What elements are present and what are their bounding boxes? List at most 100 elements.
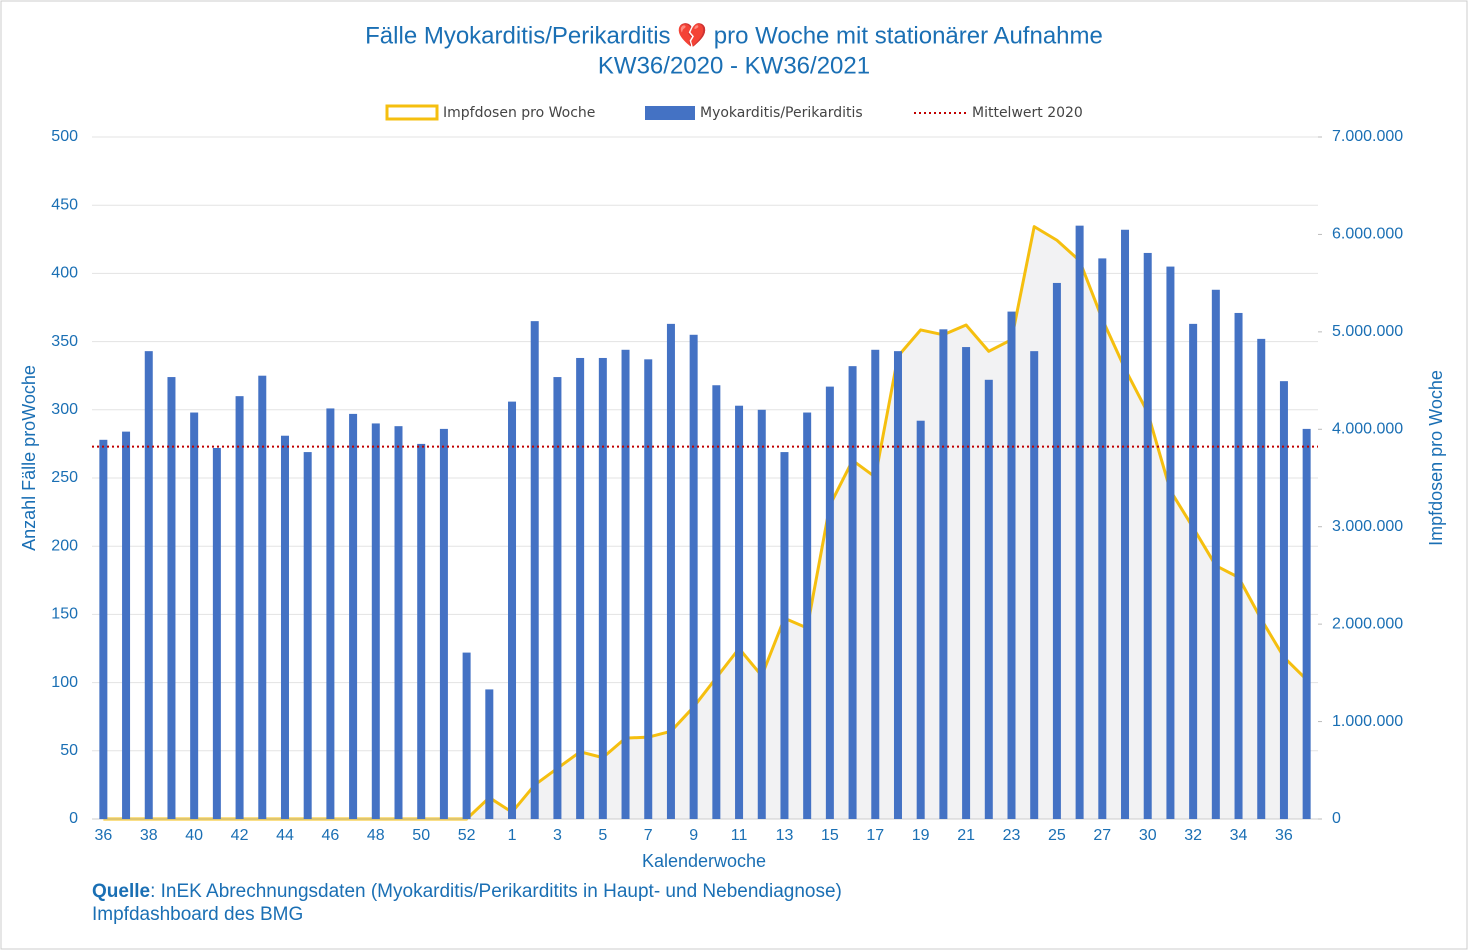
x-tick-label: 15	[821, 827, 839, 844]
legend-label: Impfdosen pro Woche	[443, 105, 595, 121]
bar	[803, 412, 812, 819]
bar	[280, 435, 289, 819]
bar	[848, 366, 857, 819]
bar	[1279, 381, 1288, 819]
y2-axis-label: Impfdosen pro Woche	[1426, 370, 1446, 546]
bar	[1007, 311, 1016, 819]
bar	[1030, 351, 1039, 819]
bar	[712, 385, 721, 819]
bar	[144, 351, 153, 819]
y-axis-label: Anzahl Fälle proWoche	[19, 365, 39, 551]
y-tick-label: 300	[51, 401, 78, 418]
bar	[871, 349, 880, 819]
bar	[303, 452, 312, 819]
bar	[1302, 428, 1311, 819]
bar	[258, 375, 267, 819]
source-label: Quelle	[92, 881, 150, 902]
bar	[757, 409, 766, 819]
y-tick-label: 250	[51, 469, 78, 486]
bar	[167, 377, 176, 819]
y-tick-label: 50	[60, 742, 78, 759]
bar	[962, 347, 971, 819]
x-tick-label: 5	[598, 827, 607, 844]
bar	[644, 359, 653, 819]
bar	[371, 423, 380, 819]
bar	[1166, 266, 1175, 820]
x-tick-label: 46	[321, 827, 339, 844]
bar	[462, 652, 471, 819]
bar	[99, 439, 108, 819]
bar	[1052, 282, 1061, 819]
y-tick-label: 200	[51, 537, 78, 554]
bar	[326, 408, 335, 819]
bar	[349, 413, 358, 819]
bar	[553, 377, 562, 819]
x-tick-label: 42	[231, 827, 249, 844]
y2-tick-label: 0	[1332, 810, 1341, 827]
y2-tick-label: 2.000.000	[1332, 615, 1403, 632]
x-tick-label: 11	[731, 827, 748, 844]
bar	[485, 689, 494, 819]
y-tick-label: 150	[51, 606, 78, 623]
x-tick-label: 32	[1184, 827, 1202, 844]
legend-swatch	[645, 106, 695, 120]
y-tick-label: 350	[51, 333, 78, 350]
x-tick-label: 27	[1093, 827, 1111, 844]
y2-tick-label: 4.000.000	[1332, 421, 1403, 438]
chart-subtitle: KW36/2020 - KW36/2021	[598, 52, 870, 79]
x-axis-label: Kalenderwoche	[642, 851, 766, 871]
legend-swatch	[385, 104, 439, 121]
legend-label: Myokarditis/Perikarditis	[700, 105, 863, 121]
x-tick-label: 21	[957, 827, 975, 844]
y-tick-label: 450	[51, 196, 78, 213]
x-tick-label: 36	[94, 827, 112, 844]
y2-tick-label: 7.000.000	[1332, 128, 1403, 145]
bar	[1189, 323, 1198, 819]
bar	[190, 412, 199, 819]
x-tick-label: 9	[689, 827, 698, 844]
bar	[530, 321, 539, 819]
bar	[939, 329, 948, 819]
y-tick-label: 0	[69, 810, 78, 827]
y-tick-label: 100	[51, 674, 78, 691]
bar	[780, 452, 789, 819]
x-tick-label: 7	[644, 827, 653, 844]
x-tick-label: 36	[1275, 827, 1293, 844]
bar	[735, 405, 744, 819]
bar	[1075, 225, 1084, 819]
source: Quelle: InEK Abrechnungsdaten (Myokardit…	[92, 881, 842, 902]
bar	[984, 379, 993, 819]
x-tick-label: 13	[776, 827, 794, 844]
x-tick-label: 40	[185, 827, 203, 844]
x-tick-label: 3	[553, 827, 562, 844]
bar	[916, 420, 925, 819]
bar	[1143, 252, 1152, 819]
y2-tick-label: 6.000.000	[1332, 226, 1403, 243]
bar	[1257, 338, 1266, 819]
bar	[417, 443, 426, 819]
legend-label: Mittelwert 2020	[972, 105, 1083, 121]
y2-tick-label: 3.000.000	[1332, 518, 1403, 535]
x-tick-label: 52	[458, 827, 476, 844]
x-tick-label: 44	[276, 827, 294, 844]
bar	[1211, 289, 1220, 819]
y-tick-label: 500	[51, 128, 78, 145]
x-tick-label: 1	[508, 827, 517, 844]
bar	[1098, 258, 1107, 819]
y-tick-label: 400	[51, 265, 78, 282]
x-tick-label: 17	[866, 827, 884, 844]
bar	[439, 428, 448, 819]
area	[103, 226, 1307, 820]
source-text: : InEK Abrechnungsdaten (Myokarditis/Per…	[150, 881, 842, 902]
y2-tick-label: 1.000.000	[1332, 713, 1403, 730]
chart-title: Fälle Myokarditis/Perikarditis 💔 pro Woc…	[365, 22, 1103, 49]
bar	[1121, 229, 1130, 819]
bar	[621, 349, 630, 819]
bar	[212, 447, 221, 819]
bar	[598, 357, 607, 819]
x-tick-label: 50	[412, 827, 430, 844]
x-tick-label: 23	[1003, 827, 1021, 844]
bar	[825, 386, 834, 819]
x-tick-label: 19	[912, 827, 930, 844]
